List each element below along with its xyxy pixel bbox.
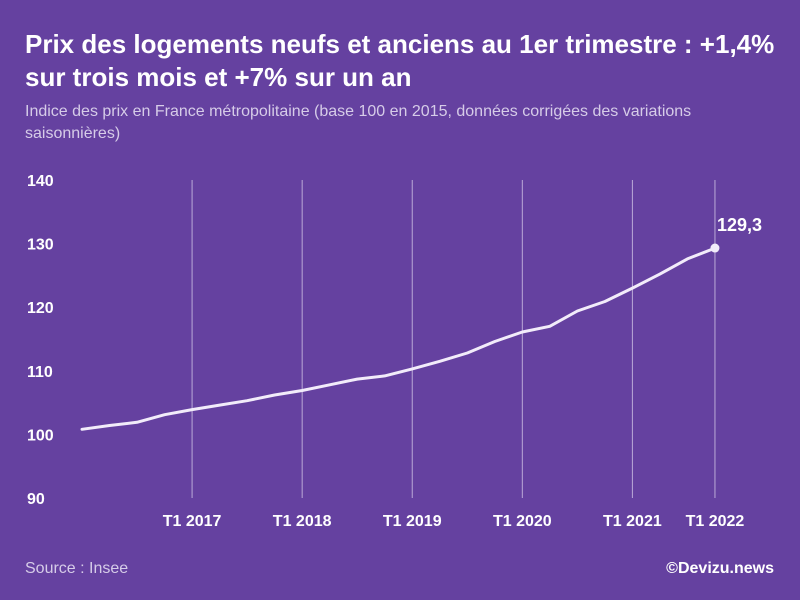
x-tick-label: T1 2021 [603,513,662,530]
y-tick-label: 120 [27,300,54,317]
y-tick-label: 140 [27,173,54,190]
y-tick-label: 110 [27,364,53,381]
y-tick-label: 130 [27,237,54,254]
series-line [80,246,717,431]
y-tick-label: 100 [27,427,54,444]
data-point-last [710,243,720,253]
x-tick-label: T1 2017 [163,513,222,530]
x-tick-label: T1 2022 [686,513,745,530]
source-note: Source : Insee [25,560,129,577]
x-tick-label: T1 2019 [383,513,442,530]
chart-subtitle: Indice des prix en France métropolitaine… [25,103,692,142]
x-tick-label: T1 2018 [273,513,332,530]
chart-title: Prix des logements neufs et anciens au 1… [25,29,775,92]
data-label-last: 129,3 [717,215,762,235]
brand-logo: ©Devizu.news [666,560,774,577]
y-tick-label: 90 [27,491,45,508]
x-tick-label: T1 2020 [493,513,552,530]
